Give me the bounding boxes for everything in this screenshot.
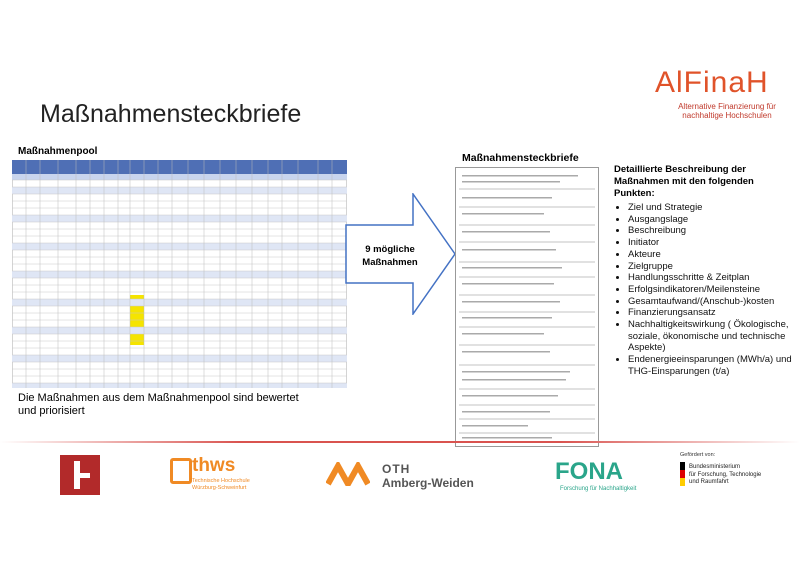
oth-icon: [326, 462, 370, 486]
doc-text: [462, 333, 544, 335]
thws-sub-line: Würzburg-Schweinfurt: [192, 485, 247, 491]
arrow-shape: [345, 193, 456, 315]
doc-text: [462, 411, 550, 413]
doc-text: [462, 249, 556, 251]
arrow: [345, 193, 456, 315]
left-caption: Die Maßnahmen aus dem Maßnahmenpool sind…: [18, 392, 299, 417]
doc-text: [462, 231, 550, 233]
list-item: Initiator: [628, 237, 800, 249]
landshut-logo: [60, 455, 100, 495]
sheet-band: [12, 299, 347, 306]
list-item: Nachhaltigkeitswirkung ( Ökologische, so…: [628, 319, 800, 354]
middle-heading: Maßnahmensteckbriefe: [462, 152, 579, 164]
list-item: Beschreibung: [628, 225, 800, 237]
ministry-line: und Raumfahrt: [689, 479, 729, 485]
list-item: Zielgruppe: [628, 261, 800, 273]
landshut-mark: [74, 461, 80, 489]
doc-text: [462, 267, 562, 269]
list-item: Erfolgsindikatoren/Meilensteine: [628, 284, 800, 296]
doc-text: [462, 425, 528, 427]
arrow-label-line: Maßnahmen: [362, 257, 418, 268]
doc-text: [462, 175, 578, 177]
sheet-band: [12, 271, 347, 278]
logo: AlFinaH: [655, 66, 769, 99]
arrow-label-line: 9 mögliche: [365, 244, 415, 255]
list-item: Handlungsschritte & Zeitplan: [628, 272, 800, 284]
doc-text: [462, 283, 554, 285]
doc-text: [462, 351, 550, 353]
funded-by: Gefördert von:: [680, 452, 716, 458]
list-item: Akteure: [628, 249, 800, 261]
doc-text: [462, 437, 552, 439]
oth-sub: Amberg-Weiden: [382, 476, 474, 490]
document-thumbnail: [455, 167, 599, 447]
list-item: Ausgangslage: [628, 214, 800, 226]
doc-frame: [455, 167, 599, 447]
doc-text: [462, 379, 566, 381]
left-heading: Maßnahmenpool: [18, 146, 98, 157]
list-item: Ziel und Strategie: [628, 202, 800, 214]
doc-text: [462, 301, 560, 303]
flag: [680, 462, 685, 486]
logo-subtitle-line: Alternative Finanzierung für: [678, 102, 776, 111]
sheet-header: [12, 160, 347, 174]
doc-text: [462, 317, 552, 319]
list-item: Endenergieeinsparungen (MWh/a) und THG-E…: [628, 354, 800, 377]
flag-stripe: [680, 478, 685, 486]
thws-sub: Technische Hochschule Würzburg-Schweinfu…: [192, 478, 250, 492]
item-list: Ziel und StrategieAusgangslageBeschreibu…: [614, 202, 800, 378]
doc-text: [462, 395, 558, 397]
ministry-line: Bundesministerium: [689, 464, 741, 470]
sheet-subheader: [12, 174, 347, 180]
ministry: Bundesministerium für Forschung, Technol…: [689, 464, 761, 487]
fona-name: FONA: [555, 458, 623, 485]
sheet-band: [12, 215, 347, 222]
oth-mark: [326, 462, 370, 486]
oth-name: OTH: [382, 462, 411, 476]
slide-title: Maßnahmensteckbriefe: [40, 100, 302, 128]
doc-text: [462, 197, 552, 199]
sheet-band: [12, 187, 347, 194]
right-intro: Detaillierte Beschreibung der Maßnahmen …: [614, 164, 754, 199]
arrow-label: 9 mögliche Maßnahmen: [350, 243, 430, 269]
thws-icon: [170, 458, 192, 484]
list-item: Finanzierungsansatz: [628, 307, 800, 319]
thws-sub-line: Technische Hochschule: [192, 478, 250, 484]
doc-text: [462, 181, 560, 183]
divider: [0, 441, 800, 443]
doc-text: [462, 371, 570, 373]
sheet-band: [12, 243, 347, 250]
flag-stripe: [680, 462, 685, 470]
logo-subtitle-line: nachhaltige Hochschulen: [682, 111, 772, 120]
sheet-band: [12, 355, 347, 362]
doc-text: [462, 213, 544, 215]
flag-stripe: [680, 470, 685, 478]
list-item: Gesamtaufwand/(Anschub-)kosten: [628, 296, 800, 308]
logo-subtitle: Alternative Finanzierung für nachhaltige…: [672, 102, 782, 120]
spreadsheet-thumbnail: [12, 160, 347, 388]
landshut-mark: [80, 473, 90, 478]
fona-sub: Forschung für Nachhaltigkeit: [560, 486, 637, 492]
ministry-line: für Forschung, Technologie: [689, 471, 762, 478]
sheet-band: [12, 383, 347, 388]
thws-name: thws: [192, 455, 236, 476]
sheet-band: [12, 327, 347, 334]
